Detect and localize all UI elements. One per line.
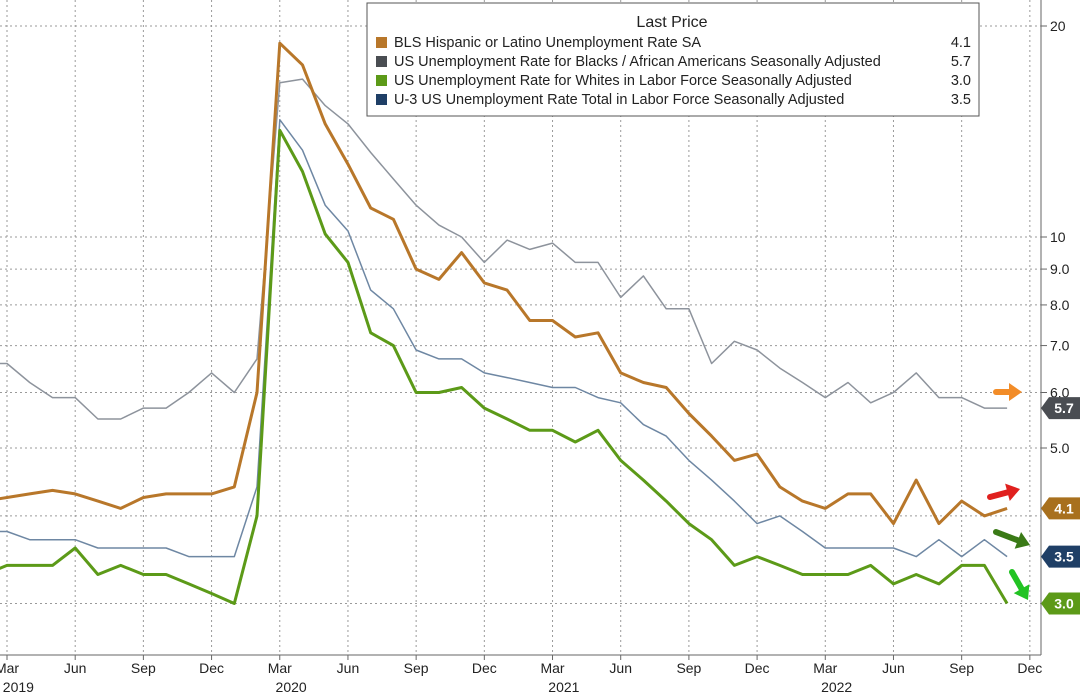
legend-label: U-3 US Unemployment Rate Total in Labor …: [394, 92, 844, 108]
x-tick-label: Dec: [745, 660, 770, 676]
badge-shape: [1041, 545, 1080, 568]
trend-arrow-head: [1014, 531, 1030, 549]
y-tick-label: 10: [1050, 229, 1066, 245]
y-tick-label: 20: [1050, 18, 1066, 34]
legend-label: US Unemployment Rate for Whites in Labor…: [394, 73, 852, 89]
x-tick-label: Mar: [813, 660, 837, 676]
legend-title: Last Price: [636, 14, 707, 31]
legend-swatch: [376, 56, 387, 67]
y-axis-ticks: 5.0 6.0 7.0 8.0 9.0 10 20: [1041, 18, 1070, 456]
x-tick-label: Jun: [609, 660, 632, 676]
legend-label: BLS Hispanic or Latino Unemployment Rate…: [394, 35, 701, 51]
last-value-badges: 5.7 4.1 3.5 3.0: [1041, 397, 1080, 615]
badge-shape: [1041, 497, 1080, 520]
x-tick-label: Sep: [676, 660, 701, 676]
x-tick-label: Mar: [540, 660, 564, 676]
trend-arrow-head: [1009, 383, 1022, 401]
legend-label: US Unemployment Rate for Blacks / Africa…: [394, 54, 881, 70]
badge-label: 3.0: [1054, 595, 1074, 611]
x-tick-label: Sep: [949, 660, 974, 676]
x-tick-label: Jun: [64, 660, 87, 676]
badge-shape: [1041, 592, 1080, 615]
legend-last-value: 5.7: [951, 54, 971, 70]
x-axis-ticks: Mar Jun Sep Dec Mar Jun Sep Dec Mar Jun Sep Dec Mar J…: [0, 655, 1042, 695]
x-tick-label: Jun: [882, 660, 905, 676]
badge-label: 4.1: [1054, 500, 1074, 516]
trend-arrow-head: [1013, 584, 1030, 600]
x-year-label: 2022: [821, 679, 852, 695]
legend-swatch: [376, 75, 387, 86]
trend-arrow-shaft: [993, 529, 1021, 544]
trend-arrow-shaft: [1009, 569, 1025, 592]
y-tick-label: 9.0: [1050, 261, 1070, 277]
x-tick-label: Jun: [337, 660, 360, 676]
series-line-1: [0, 78, 1008, 420]
y-tick-label: 5.0: [1050, 440, 1070, 456]
trend-arrow-head: [1005, 483, 1020, 502]
legend-last-value: 3.0: [951, 73, 971, 89]
series-line-2: [0, 128, 1009, 605]
x-tick-label: Mar: [268, 660, 292, 676]
badge-shape: [1041, 397, 1080, 420]
y-tick-label: 7.0: [1050, 338, 1070, 354]
legend-last-value: 4.1: [951, 35, 971, 51]
y-tick-label: 6.0: [1050, 384, 1070, 400]
x-tick-label: Dec: [472, 660, 497, 676]
x-tick-label: Dec: [199, 660, 224, 676]
x-tick-label: Sep: [131, 660, 156, 676]
series-lines: [0, 41, 1009, 605]
legend: Last Price BLS Hispanic or Latino Unempl…: [366, 2, 980, 117]
series-line-0: [0, 41, 1008, 526]
x-tick-label: Dec: [1017, 660, 1042, 676]
legend-rows: BLS Hispanic or Latino Unemployment Rate…: [376, 35, 971, 108]
y-tick-label: 8.0: [1050, 297, 1070, 313]
legend-swatch: [376, 94, 387, 105]
legend-last-value: 3.5: [951, 92, 971, 108]
badge-label: 5.7: [1054, 400, 1074, 416]
legend-box: [366, 2, 980, 117]
series-line-3: [0, 118, 1008, 558]
x-tick-label: Sep: [404, 660, 429, 676]
x-year-label: 2020: [276, 679, 307, 695]
trend-arrow-shaft: [987, 489, 1011, 500]
grid: [0, 0, 1041, 655]
x-year-label: 2019: [3, 679, 34, 695]
x-year-label: 2021: [548, 679, 579, 695]
x-tick-label: Mar: [0, 660, 19, 676]
badge-label: 3.5: [1054, 549, 1074, 565]
legend-swatch: [376, 37, 387, 48]
trend-arrows: [987, 383, 1030, 600]
